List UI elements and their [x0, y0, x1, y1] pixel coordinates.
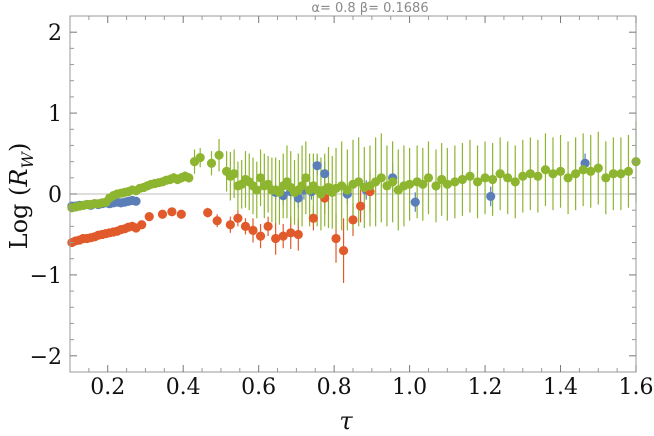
data-point: [578, 165, 588, 175]
data-point: [410, 197, 420, 207]
data-point: [255, 231, 266, 241]
data-point: [623, 166, 634, 176]
data-point: [229, 169, 239, 179]
data-point: [348, 215, 358, 225]
data-point: [293, 229, 303, 240]
y-tick-label: 2: [48, 21, 62, 46]
data-point: [338, 246, 349, 256]
data-point: [601, 173, 611, 183]
data-point: [376, 173, 386, 183]
y-axis-label-subscript: W: [18, 151, 37, 169]
data-point: [571, 169, 581, 179]
y-axis-label-main: Log (: [5, 187, 33, 250]
y-tick-label: −2: [30, 345, 62, 370]
data-point: [320, 169, 330, 179]
data-point: [540, 165, 551, 175]
data-point: [255, 173, 266, 183]
data-point: [144, 212, 154, 222]
data-point: [240, 221, 251, 231]
data-point: [278, 231, 288, 241]
data-point: [488, 174, 498, 185]
x-tick-label: 0.6: [241, 375, 276, 400]
data-point: [354, 177, 364, 187]
y-axis-label-close: ): [5, 143, 33, 152]
data-point: [555, 166, 566, 176]
data-point: [486, 191, 496, 202]
y-tick-label: 1: [48, 102, 62, 127]
x-tick-label: 1.0: [392, 375, 427, 400]
chart-title: α= 0.8 β= 0.1686: [311, 1, 428, 16]
data-point: [212, 216, 222, 226]
x-tick-label: 1.2: [468, 375, 503, 400]
data-point: [286, 228, 296, 238]
data-point: [450, 177, 460, 187]
data-point: [533, 171, 543, 181]
data-point: [563, 173, 573, 183]
data-point: [510, 177, 520, 187]
data-point: [616, 169, 626, 179]
data-point: [465, 171, 475, 181]
x-axis-label: τ: [339, 407, 353, 435]
x-tick-label: 1.6: [619, 375, 654, 400]
data-point: [214, 150, 224, 160]
data-point: [271, 233, 281, 244]
data-point: [195, 152, 205, 163]
data-point: [167, 207, 177, 217]
error-bar-layer: [139, 121, 637, 283]
data-point: [480, 173, 490, 183]
data-point: [388, 177, 398, 187]
data-point: [525, 169, 535, 179]
data-point: [312, 161, 322, 171]
x-tick-label: 1.4: [543, 375, 578, 400]
data-point: [157, 209, 168, 219]
y-axis-ticks: −2 −1 0 1 2: [30, 21, 636, 370]
data-point: [206, 158, 217, 168]
data-point: [233, 213, 243, 223]
data-point: [472, 177, 483, 187]
data-point: [593, 163, 603, 173]
data-point: [503, 173, 513, 183]
data-point: [586, 166, 596, 176]
data-point: [252, 185, 262, 195]
data-point: [442, 179, 452, 189]
data-point: [263, 221, 273, 231]
data-point: [131, 196, 141, 206]
data-point: [608, 169, 618, 179]
data-point: [297, 181, 307, 191]
data-point: [495, 169, 505, 179]
data-point: [342, 185, 352, 195]
x-axis-ticks: 0.2 0.4 0.6 0.8 1.0 1.2 1.4 1.6: [88, 16, 654, 400]
x-tick-label: 0.4: [166, 375, 201, 400]
data-point: [423, 173, 434, 183]
y-axis-label-r: R: [5, 169, 33, 188]
data-point: [184, 173, 194, 183]
data-point: [355, 201, 366, 211]
data-point: [518, 171, 528, 181]
data-point: [431, 181, 441, 191]
x-tick-label: 0.8: [317, 375, 352, 400]
data-point: [548, 169, 558, 179]
data-point: [301, 173, 311, 183]
data-point: [137, 220, 147, 230]
data-point: [331, 233, 341, 244]
data-point: [176, 209, 186, 219]
data-point: [308, 213, 318, 223]
data-point: [405, 179, 415, 189]
data-point: [248, 225, 258, 236]
y-tick-label: 0: [48, 183, 62, 208]
data-point: [457, 174, 468, 185]
y-tick-label: −1: [30, 264, 62, 289]
y-axis-label: Log (RW): [5, 143, 37, 250]
x-tick-label: 0.2: [90, 375, 125, 400]
data-point: [203, 208, 213, 218]
data-point: [225, 220, 235, 230]
data-point: [418, 179, 428, 189]
data-point-layer: [67, 150, 641, 256]
